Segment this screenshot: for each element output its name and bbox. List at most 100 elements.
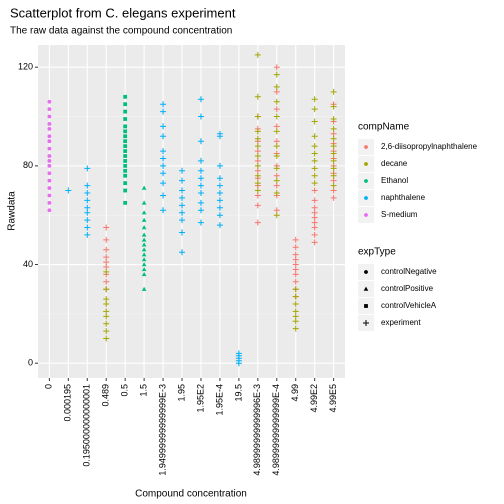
point	[47, 99, 52, 104]
point	[254, 51, 261, 58]
legend-symbol	[364, 270, 368, 274]
point	[123, 134, 128, 139]
point	[84, 217, 91, 224]
point	[216, 197, 223, 204]
x-tick-label: 4.98999999999999E-4	[271, 384, 281, 476]
point	[47, 107, 52, 112]
point	[47, 139, 52, 144]
point	[254, 128, 261, 135]
y-axis-title: Rawdata	[7, 191, 18, 231]
x-tick-label: 0.5	[120, 384, 130, 397]
point	[197, 157, 204, 164]
legend-label: controlPositive	[381, 284, 434, 293]
point	[197, 207, 204, 214]
point	[179, 167, 186, 174]
point	[160, 148, 167, 155]
x-tick-label: 4.99E2	[309, 384, 319, 413]
legend-label: controlNegative	[381, 267, 437, 276]
point	[197, 96, 204, 103]
point	[141, 225, 147, 230]
point	[160, 155, 167, 162]
x-tick-label: 1.95	[176, 384, 186, 402]
point	[123, 163, 128, 168]
legend-label: controlVehicleA	[381, 301, 437, 310]
point	[197, 167, 204, 174]
point	[273, 83, 280, 90]
point	[47, 126, 52, 131]
point	[216, 222, 223, 229]
x-tick-label: 1.95E2	[195, 384, 205, 413]
point	[292, 293, 299, 300]
point	[141, 262, 147, 267]
y-tick-label: 80	[23, 160, 33, 170]
point	[160, 101, 167, 108]
y-tick-label: 120	[18, 62, 33, 72]
legend-symbol	[364, 179, 368, 183]
point	[292, 301, 299, 307]
legend-label: Ethanol	[381, 176, 408, 185]
x-tick-label: 4.99E5	[328, 384, 338, 413]
legend-symbol	[364, 162, 368, 166]
point	[311, 150, 318, 157]
legend-symbol	[364, 213, 368, 217]
point	[311, 133, 318, 140]
point	[311, 231, 318, 238]
point	[311, 106, 318, 113]
point	[330, 103, 337, 110]
point	[216, 190, 223, 196]
chart-subtitle: The raw data against the compound concen…	[10, 26, 232, 37]
legend-symbol	[364, 304, 368, 308]
point	[197, 138, 204, 145]
point	[103, 320, 110, 327]
point	[311, 143, 318, 150]
point	[123, 159, 128, 163]
point	[141, 217, 147, 222]
point	[197, 190, 204, 196]
y-tick-label: 40	[23, 259, 33, 269]
point	[141, 257, 147, 262]
point	[311, 187, 318, 194]
x-tick-label: 0	[44, 384, 54, 389]
point	[47, 159, 52, 163]
point	[254, 143, 261, 150]
point	[273, 177, 280, 184]
point	[273, 106, 280, 113]
point	[235, 360, 242, 367]
legend-label: experiment	[381, 318, 421, 327]
point	[84, 190, 91, 196]
point	[273, 143, 280, 150]
point	[160, 123, 167, 130]
point	[103, 268, 110, 275]
point	[141, 242, 147, 247]
point	[141, 200, 147, 205]
point	[216, 212, 223, 219]
point	[292, 286, 299, 293]
point	[141, 185, 147, 190]
y-tick-label: 0	[28, 358, 33, 368]
point	[330, 182, 337, 189]
point	[123, 124, 128, 129]
point	[123, 117, 128, 121]
point	[330, 172, 337, 179]
point	[216, 175, 223, 182]
point	[103, 328, 110, 335]
point	[103, 224, 110, 231]
point	[123, 129, 128, 134]
point	[141, 237, 147, 242]
point	[311, 172, 318, 179]
point	[179, 187, 186, 194]
point	[47, 146, 52, 151]
legend-label: 2,6-diisopropylnaphthalene	[381, 142, 478, 151]
point	[330, 125, 337, 132]
point	[273, 190, 280, 196]
point	[216, 133, 223, 140]
point	[292, 271, 299, 278]
point	[330, 150, 337, 157]
point	[311, 118, 318, 125]
point	[141, 247, 147, 252]
point	[47, 171, 52, 176]
point	[65, 187, 72, 194]
point	[197, 113, 204, 120]
